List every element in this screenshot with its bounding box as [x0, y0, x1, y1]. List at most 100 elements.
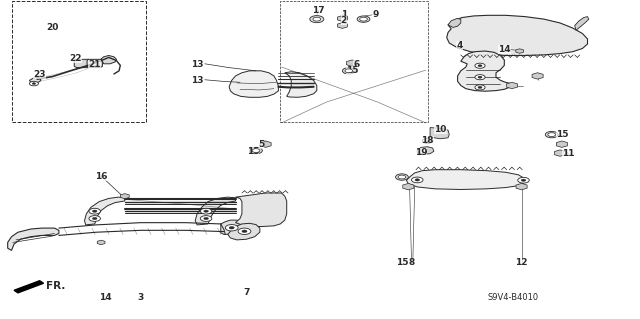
Text: 3: 3 — [138, 293, 144, 302]
Text: FR.: FR. — [46, 280, 65, 291]
Circle shape — [345, 69, 353, 73]
Circle shape — [415, 179, 420, 181]
Circle shape — [229, 226, 234, 229]
Polygon shape — [74, 59, 90, 68]
Circle shape — [360, 17, 367, 21]
Text: 12: 12 — [515, 258, 528, 267]
Text: 1: 1 — [340, 10, 347, 19]
Text: 13: 13 — [191, 76, 204, 85]
Polygon shape — [575, 17, 589, 30]
Polygon shape — [556, 141, 568, 147]
Bar — [12, 1, 146, 122]
Polygon shape — [236, 193, 287, 226]
Polygon shape — [447, 15, 588, 56]
Polygon shape — [506, 82, 518, 89]
Text: 23: 23 — [33, 70, 46, 78]
Text: 16: 16 — [95, 172, 108, 181]
Polygon shape — [229, 71, 278, 97]
Text: 2: 2 — [340, 16, 347, 25]
Circle shape — [200, 208, 212, 214]
Text: 11: 11 — [562, 149, 575, 158]
Polygon shape — [532, 73, 543, 79]
Text: 18: 18 — [421, 137, 434, 145]
Text: 6: 6 — [353, 60, 360, 69]
Text: 19: 19 — [415, 148, 428, 157]
Polygon shape — [228, 223, 260, 240]
Polygon shape — [101, 56, 116, 64]
Polygon shape — [554, 150, 566, 156]
Polygon shape — [403, 183, 414, 190]
Circle shape — [252, 149, 260, 152]
Text: 22: 22 — [69, 54, 82, 63]
Circle shape — [242, 230, 247, 233]
Text: 14: 14 — [99, 293, 112, 302]
Text: 9: 9 — [372, 10, 379, 19]
Text: 7: 7 — [243, 288, 250, 297]
Polygon shape — [97, 240, 105, 245]
Circle shape — [238, 228, 251, 234]
Circle shape — [204, 210, 209, 212]
Circle shape — [475, 63, 485, 68]
Circle shape — [398, 175, 406, 179]
Polygon shape — [337, 23, 348, 28]
Circle shape — [92, 217, 97, 220]
Circle shape — [342, 68, 355, 74]
Text: 15: 15 — [246, 147, 259, 156]
Polygon shape — [84, 197, 125, 225]
Bar — [280, 1, 428, 122]
Circle shape — [478, 86, 482, 88]
Polygon shape — [14, 281, 44, 293]
Polygon shape — [417, 147, 434, 154]
Polygon shape — [120, 194, 129, 199]
Circle shape — [313, 17, 321, 21]
Polygon shape — [260, 141, 271, 147]
Circle shape — [89, 216, 100, 221]
Circle shape — [310, 16, 324, 23]
Polygon shape — [422, 138, 433, 144]
Polygon shape — [29, 77, 41, 83]
Polygon shape — [87, 59, 102, 68]
Text: 20: 20 — [46, 23, 59, 32]
Polygon shape — [337, 16, 348, 21]
Circle shape — [225, 225, 238, 231]
Text: 8: 8 — [408, 258, 415, 267]
Circle shape — [518, 177, 529, 183]
Circle shape — [478, 76, 482, 78]
Text: 4: 4 — [456, 41, 463, 50]
Polygon shape — [406, 170, 525, 189]
Text: S9V4-B4010: S9V4-B4010 — [488, 293, 539, 302]
Text: 15: 15 — [556, 130, 568, 139]
Circle shape — [250, 147, 262, 154]
Circle shape — [478, 65, 482, 67]
Polygon shape — [285, 72, 317, 97]
Polygon shape — [516, 49, 524, 53]
Polygon shape — [8, 228, 59, 250]
Text: 15: 15 — [346, 66, 358, 75]
Text: 10: 10 — [434, 125, 447, 134]
Polygon shape — [221, 220, 244, 234]
Circle shape — [29, 81, 38, 86]
Text: 5: 5 — [258, 140, 264, 149]
Circle shape — [32, 83, 36, 85]
Circle shape — [92, 210, 97, 212]
Polygon shape — [516, 183, 527, 190]
Circle shape — [200, 216, 212, 221]
Polygon shape — [448, 19, 461, 27]
Circle shape — [475, 75, 485, 80]
Circle shape — [475, 85, 485, 90]
Circle shape — [548, 133, 556, 137]
Circle shape — [412, 177, 423, 183]
Polygon shape — [458, 51, 511, 91]
Text: 17: 17 — [312, 6, 325, 15]
Circle shape — [204, 217, 209, 220]
Text: 15: 15 — [396, 258, 408, 267]
Circle shape — [545, 131, 558, 138]
Text: 21: 21 — [88, 60, 101, 69]
Text: 13: 13 — [191, 60, 204, 69]
Circle shape — [357, 16, 370, 22]
Polygon shape — [346, 60, 358, 66]
Circle shape — [521, 179, 526, 182]
Circle shape — [89, 208, 100, 214]
Polygon shape — [195, 197, 236, 225]
Text: 14: 14 — [498, 45, 511, 54]
